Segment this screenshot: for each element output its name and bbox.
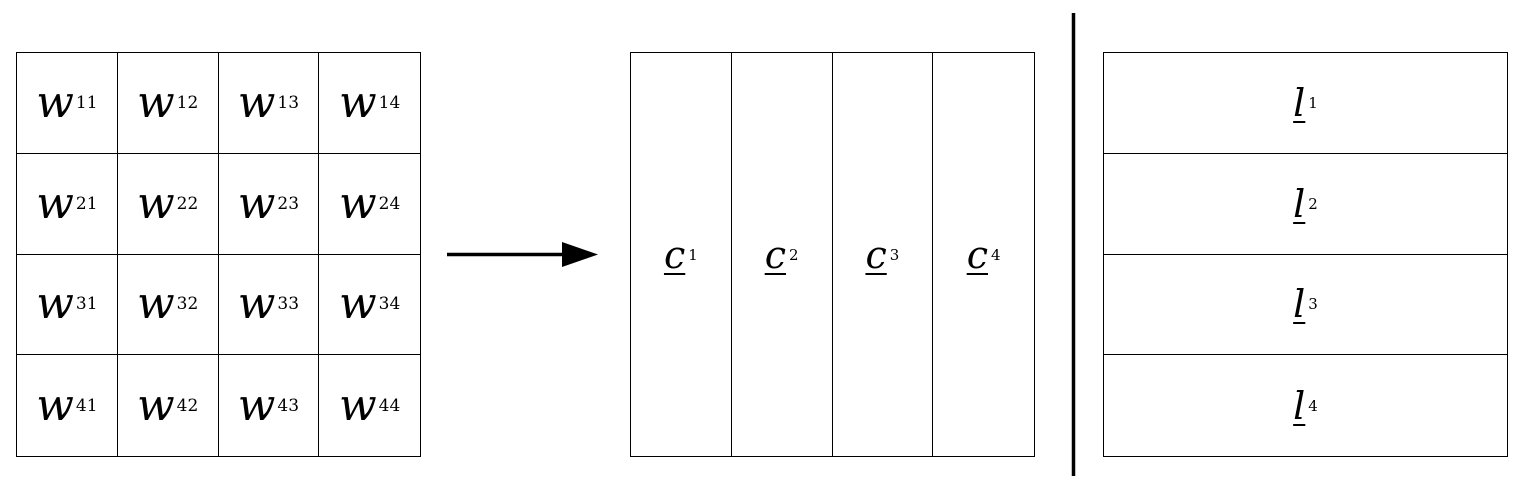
cell-subscript: 42 [176,395,199,416]
cell-subscript: 32 [176,294,199,315]
matrix-cell-w12: w 12 [117,53,219,154]
matrix-cell-w21: w 21 [17,153,118,255]
matrix-cell-w43: w 43 [219,355,320,456]
cell-symbol: w [338,379,377,431]
column-subscript: 2 [789,245,799,264]
cell-subscript: 13 [277,92,300,113]
cell-symbol: w [237,177,276,229]
matrix-cell-w44: w 44 [319,355,420,456]
weight-matrix-grid: w 11 w 12 w 13 w 14 w 21 w 22 w 23 w 24 w 31 w 32 … [16,52,421,457]
matrix-cell-w33: w 33 [218,254,320,356]
cell-symbol: w [237,76,276,128]
cell-symbol: w [136,379,175,431]
column-symbol: c [663,232,686,277]
cell-symbol: w [36,379,74,431]
matrix-cell-w13: w 13 [218,53,320,154]
matrix-cell-w31: w 31 [17,254,118,356]
cell-symbol: w [36,278,74,330]
row-subscript: 4 [1308,396,1318,415]
cell-subscript: 22 [176,193,199,214]
matrix-cell-w42: w 42 [118,355,219,456]
matrix-cell-w23: w 23 [218,153,320,255]
cell-symbol: w [237,379,276,431]
row-subscript: 3 [1308,295,1318,314]
column-subscript: 1 [688,245,698,264]
cell-subscript: 23 [277,193,300,214]
cell-symbol: w [136,177,175,229]
matrix-cell-w11: w 11 [17,53,118,154]
column-symbol: c [764,232,786,277]
row-subscript: 1 [1308,93,1318,112]
matrix-cell-w32: w 32 [117,254,219,356]
matrix-cell-w24: w 24 [319,154,420,255]
cell-subscript: 34 [378,294,401,315]
column-subscript: 3 [889,245,900,264]
arrow-head-icon [562,242,598,267]
row-symbol: l [1293,282,1306,327]
cell-subscript: 24 [378,193,401,214]
row-symbol: l [1293,80,1306,125]
row-symbol: l [1293,383,1306,428]
cell-subscript: 21 [75,193,98,214]
matrix-cell-w41: w 41 [17,355,118,456]
cell-subscript: 14 [378,92,401,113]
cell-subscript: 44 [378,395,401,416]
cell-symbol: w [237,278,276,330]
matrix-cell-w34: w 34 [319,255,420,356]
cell-subscript: 12 [176,92,199,113]
matrix-cell-w22: w 22 [117,153,219,255]
cell-symbol: w [136,278,175,330]
matrix-cell-w14: w 14 [319,53,420,154]
cell-subscript: 31 [75,294,98,315]
cell-symbol: w [36,76,74,128]
cell-symbol: w [338,76,377,128]
cell-subscript: 11 [75,92,98,113]
column-subscript: 4 [991,245,1001,264]
cell-subscript: 33 [277,294,300,315]
cell-subscript: 41 [75,395,98,416]
column-symbol: c [966,232,988,277]
row-subscript: 2 [1308,194,1318,213]
cell-subscript: 43 [277,395,300,416]
cell-symbol: w [136,76,175,128]
column-symbol: c [865,232,887,277]
cell-symbol: w [36,177,74,229]
cell-symbol: w [338,177,377,229]
row-symbol: l [1293,181,1306,226]
cell-symbol: w [338,278,377,330]
